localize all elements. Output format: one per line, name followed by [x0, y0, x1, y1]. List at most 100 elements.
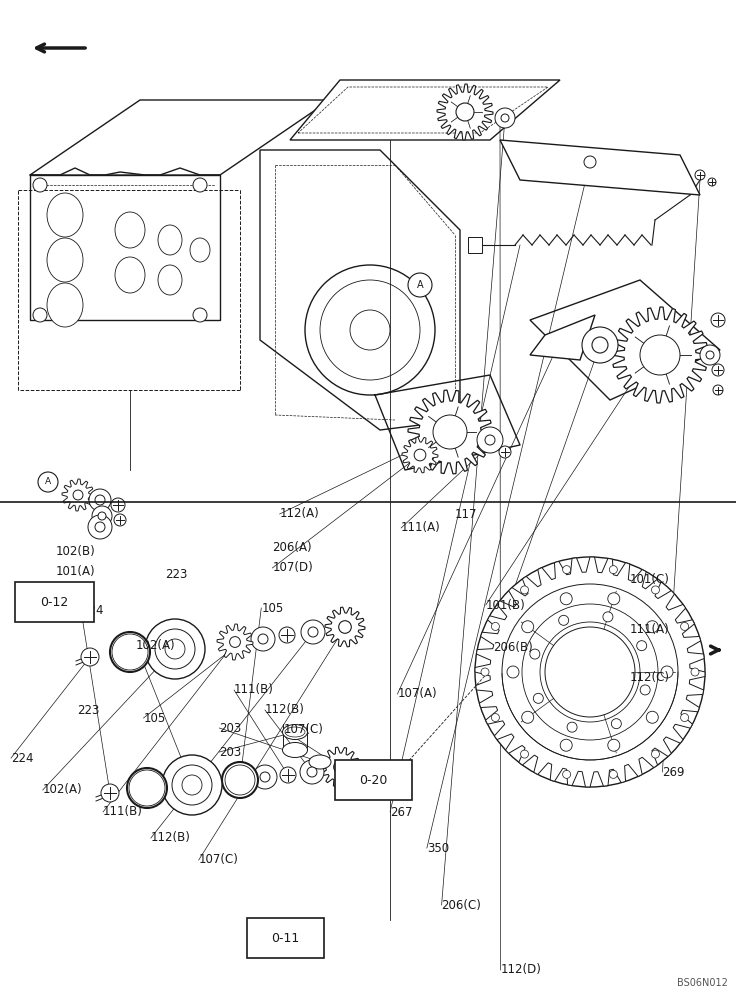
- Circle shape: [706, 351, 714, 359]
- Circle shape: [280, 767, 296, 783]
- Text: 107(C): 107(C): [283, 724, 323, 736]
- Circle shape: [279, 627, 295, 643]
- Bar: [145, 644, 175, 654]
- Text: 107(D): 107(D): [272, 562, 313, 574]
- Text: 112(C): 112(C): [629, 672, 669, 684]
- Text: 102(A): 102(A): [136, 639, 176, 652]
- Circle shape: [646, 711, 658, 723]
- Circle shape: [522, 604, 658, 740]
- Circle shape: [608, 593, 620, 605]
- Circle shape: [661, 666, 673, 678]
- Circle shape: [485, 435, 495, 445]
- Polygon shape: [325, 607, 365, 647]
- Polygon shape: [437, 84, 493, 140]
- Text: A: A: [45, 478, 51, 487]
- Circle shape: [713, 385, 723, 395]
- Ellipse shape: [158, 225, 182, 255]
- Circle shape: [182, 775, 202, 795]
- Circle shape: [339, 621, 351, 633]
- Circle shape: [456, 103, 474, 121]
- Circle shape: [251, 627, 275, 651]
- Polygon shape: [402, 437, 438, 473]
- Text: 206(C): 206(C): [442, 898, 481, 912]
- Bar: [335, 760, 412, 800]
- Text: 111(A): 111(A): [401, 522, 441, 534]
- Polygon shape: [217, 624, 253, 660]
- Text: 224: 224: [81, 603, 104, 616]
- Circle shape: [502, 584, 678, 760]
- Circle shape: [691, 668, 699, 676]
- Text: 223: 223: [77, 704, 99, 716]
- Text: 102(A): 102(A): [43, 784, 82, 796]
- Text: 223: 223: [166, 568, 188, 580]
- Text: A: A: [417, 280, 423, 290]
- Polygon shape: [30, 175, 220, 320]
- Circle shape: [520, 586, 528, 594]
- Circle shape: [145, 619, 205, 679]
- Bar: [468, 237, 482, 253]
- Polygon shape: [475, 557, 705, 787]
- Circle shape: [320, 280, 420, 380]
- Circle shape: [646, 621, 658, 633]
- Circle shape: [112, 634, 148, 670]
- Text: 107(A): 107(A): [397, 688, 437, 700]
- Circle shape: [73, 490, 83, 500]
- Circle shape: [260, 772, 270, 782]
- Circle shape: [101, 784, 119, 802]
- Circle shape: [350, 310, 390, 350]
- Circle shape: [681, 714, 689, 722]
- Text: 117: 117: [455, 508, 478, 520]
- Circle shape: [562, 566, 570, 574]
- Circle shape: [165, 639, 185, 659]
- Ellipse shape: [190, 238, 210, 262]
- Circle shape: [193, 178, 207, 192]
- Polygon shape: [530, 315, 595, 360]
- Circle shape: [640, 335, 680, 375]
- Polygon shape: [62, 479, 94, 511]
- Text: BS06N012: BS06N012: [677, 978, 728, 988]
- Circle shape: [603, 612, 613, 622]
- Text: 105: 105: [261, 601, 283, 614]
- Circle shape: [436, 418, 464, 446]
- Polygon shape: [290, 80, 560, 140]
- Circle shape: [582, 327, 618, 363]
- Circle shape: [708, 178, 716, 186]
- Circle shape: [584, 156, 596, 168]
- Text: 111(A): 111(A): [43, 585, 82, 598]
- Bar: [162, 780, 192, 790]
- Text: 0-11: 0-11: [271, 932, 300, 944]
- Text: 206(A): 206(A): [272, 542, 312, 554]
- Circle shape: [562, 770, 570, 778]
- Circle shape: [89, 489, 111, 511]
- Circle shape: [644, 339, 676, 371]
- Text: 107(C): 107(C): [199, 854, 238, 866]
- Polygon shape: [530, 280, 720, 400]
- Polygon shape: [612, 307, 708, 403]
- Circle shape: [651, 750, 659, 758]
- Circle shape: [408, 273, 432, 297]
- Text: 267: 267: [390, 806, 413, 818]
- Circle shape: [712, 364, 724, 376]
- Circle shape: [545, 627, 635, 717]
- Circle shape: [481, 668, 489, 676]
- Polygon shape: [260, 150, 460, 430]
- Polygon shape: [500, 140, 700, 195]
- Ellipse shape: [285, 727, 305, 737]
- Text: 0-20: 0-20: [359, 774, 388, 786]
- Circle shape: [253, 765, 277, 789]
- Circle shape: [530, 649, 539, 659]
- Circle shape: [95, 522, 105, 532]
- Circle shape: [540, 622, 640, 722]
- Circle shape: [558, 640, 622, 704]
- Ellipse shape: [47, 238, 83, 282]
- Ellipse shape: [115, 257, 145, 293]
- Circle shape: [567, 722, 577, 732]
- Bar: [15, 582, 94, 622]
- Circle shape: [92, 506, 112, 526]
- Circle shape: [507, 666, 519, 678]
- Circle shape: [33, 308, 47, 322]
- Polygon shape: [30, 100, 330, 175]
- Circle shape: [114, 514, 126, 526]
- Text: 112(A): 112(A): [280, 508, 319, 520]
- Polygon shape: [408, 390, 492, 474]
